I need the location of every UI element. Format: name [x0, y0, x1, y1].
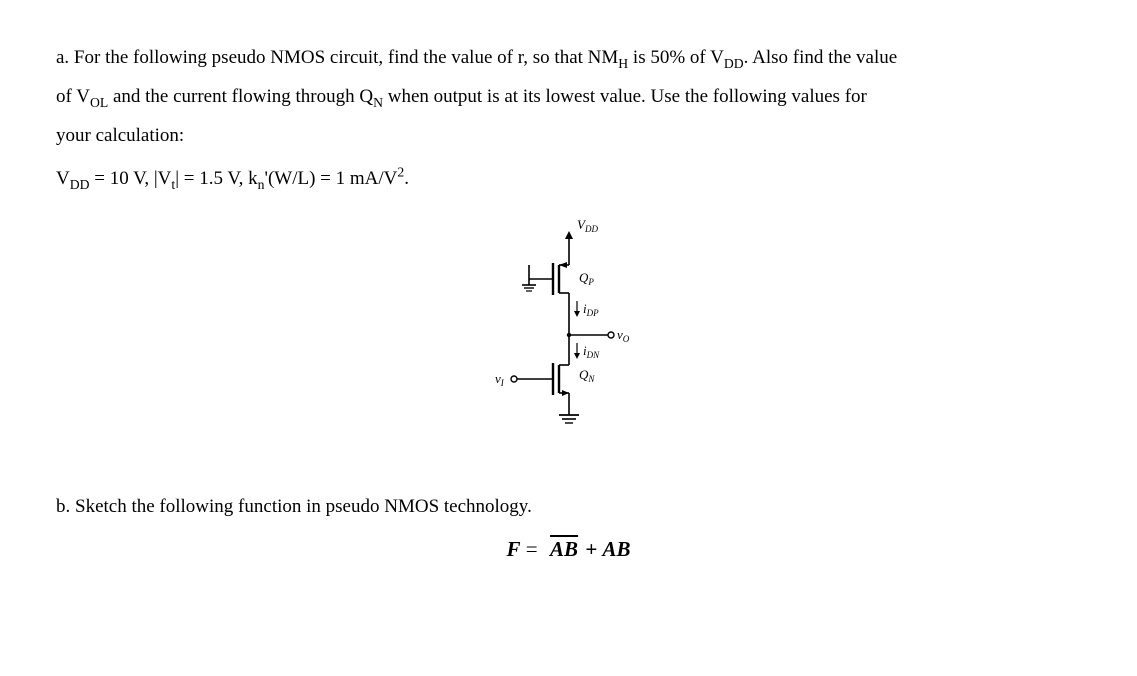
qn-label: QN [579, 367, 595, 384]
txt: V [56, 168, 70, 189]
idn-label: iDN [583, 343, 600, 360]
txt: . [404, 168, 409, 189]
txt: | = 1.5 V, k [175, 168, 257, 189]
vi-terminal-icon [511, 376, 517, 382]
txt: when output is at its lowest value. Use … [383, 86, 867, 107]
AB-bar: AB [548, 537, 580, 561]
sub: n [258, 177, 265, 192]
problem-b-text: b. Sketch the following function in pseu… [56, 489, 1081, 524]
plus: + [580, 537, 602, 561]
txt: is 50% of V [628, 47, 724, 68]
vi-label: vI [495, 371, 505, 388]
circuit-figure: VDD QP iDP vO [56, 215, 1081, 465]
txt: = 10 V, |V [89, 168, 171, 189]
idp-label: iDP [583, 301, 599, 318]
txt: your calculation: [56, 125, 184, 146]
AB: AB [603, 537, 631, 561]
vo-label: vO [617, 327, 630, 344]
sub: N [373, 95, 383, 110]
circuit-svg: VDD QP iDP vO [459, 215, 679, 465]
txt: of V [56, 86, 90, 107]
qp-label: QP [579, 270, 594, 287]
txt: b. Sketch the following function in pseu… [56, 496, 532, 517]
txt: a. For the following pseudo NMOS circuit… [56, 47, 618, 68]
idp-arrow-icon [574, 311, 580, 317]
txt: . Also find the value [744, 47, 898, 68]
out-terminal-icon [608, 332, 614, 338]
vdd-label: VDD [577, 217, 598, 234]
txt: '(W/L) = 1 mA/V [265, 168, 398, 189]
problem-a-line3: your calculation: [56, 118, 1081, 153]
idn-arrow-icon [574, 353, 580, 359]
qn-src-arrow-icon [562, 390, 569, 396]
problem-b-equation: F = AB + AB [56, 530, 1081, 569]
problem-a-equation: VDD = 10 V, |Vt| = 1.5 V, kn'(W/L) = 1 m… [56, 161, 1081, 196]
problem-a-line2: of VOL and the current flowing through Q… [56, 79, 1081, 114]
sub: DD [724, 56, 744, 71]
sub: OL [90, 95, 108, 110]
eq-sign: = [520, 537, 542, 561]
F: F [506, 537, 520, 561]
problem-a-line1: a. For the following pseudo NMOS circuit… [56, 40, 1081, 75]
sub: DD [70, 177, 90, 192]
sub: H [618, 56, 628, 71]
qp-src-arrow-icon [559, 262, 567, 268]
vdd-arrow-icon [565, 231, 573, 239]
txt: and the current flowing through Q [108, 86, 373, 107]
